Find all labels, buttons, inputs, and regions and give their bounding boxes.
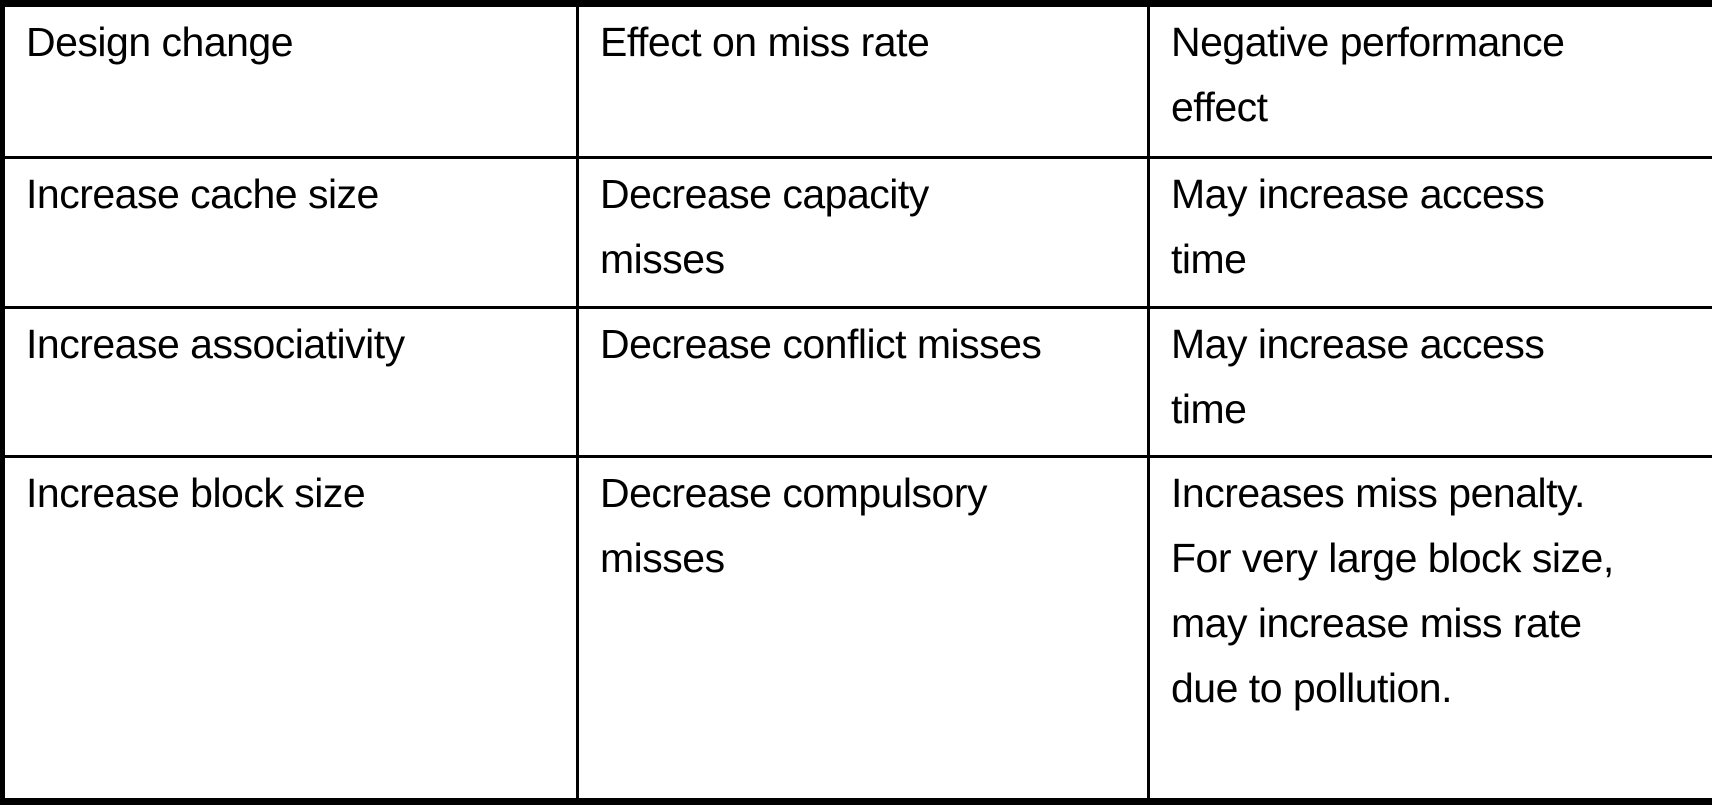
cell-row1-miss-rate-effect: Decrease capacity misses (579, 159, 1150, 309)
cell-row1-negative-effect: May increase access time (1150, 159, 1712, 309)
cell-row3-negative-effect: Increases miss penalty. For very large b… (1171, 470, 1614, 711)
cell-row2-negative-effect: May increase access time (1150, 309, 1712, 458)
header-cell-negative-performance-effect: Negative performance effect (1150, 7, 1712, 159)
header-cell-effect-on-miss-rate: Effect on miss rate (579, 7, 1150, 159)
cell-row1-design-change: Increase cache size (5, 159, 579, 309)
cell-row2-design-change: Increase associativity (5, 309, 579, 458)
cell-row2-miss-rate-effect: Decrease conflict misses (579, 309, 1150, 458)
cell-row3-miss-rate-effect: Decrease compulsory misses (579, 458, 1150, 798)
header-cell-design-change: Design change (5, 7, 579, 159)
cell-row3-design-change: Increase block size (5, 458, 579, 798)
